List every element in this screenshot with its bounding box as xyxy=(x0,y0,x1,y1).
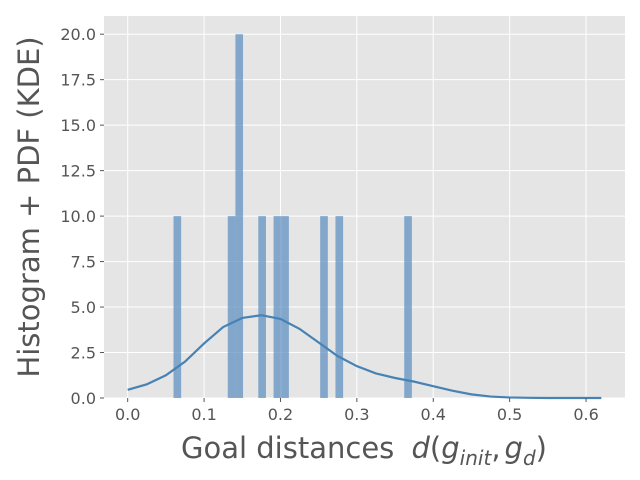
x-axis-math-comma: , xyxy=(491,431,500,465)
y-axis-ticks: 0.0 2.5 5.0 7.5 10.0 12.5 15.0 17.5 20.0 xyxy=(60,25,104,408)
grid-lines xyxy=(104,16,625,399)
x-tick-label: 0.6 xyxy=(573,405,598,424)
y-tick-label: 12.5 xyxy=(60,162,96,181)
y-tick-label: 20.0 xyxy=(60,25,96,44)
plot-background xyxy=(104,16,625,398)
y-tick-label: 17.5 xyxy=(60,71,96,90)
histogram-bar xyxy=(404,216,412,398)
y-tick-label: 15.0 xyxy=(60,116,96,135)
y-tick-label: 7.5 xyxy=(71,253,96,272)
x-axis-ticks: 0.0 0.1 0.2 0.3 0.4 0.5 0.6 xyxy=(115,398,599,424)
x-axis-math-g1: g xyxy=(441,431,459,465)
y-axis-title: Histogram + PDF (KDE) xyxy=(12,36,46,377)
histogram-bar xyxy=(335,216,344,398)
x-tick-label: 0.1 xyxy=(191,405,216,424)
histogram-bar xyxy=(281,216,289,398)
x-axis-math-g2: g xyxy=(505,431,523,465)
histogram-bar xyxy=(258,216,266,398)
histogram-bar xyxy=(320,216,328,398)
x-axis-math-close: ) xyxy=(536,431,547,465)
y-tick-label: 0.0 xyxy=(71,389,96,408)
histogram-bar xyxy=(227,216,236,398)
histogram-bar xyxy=(173,216,182,398)
histogram-bar xyxy=(273,216,282,398)
x-tick-label: 0.4 xyxy=(421,405,446,424)
histogram-bar xyxy=(235,34,244,398)
x-axis-title: Goal distances d(ginit, gd) xyxy=(181,431,547,470)
x-axis-math-sub1: init xyxy=(460,446,493,470)
x-tick-label: 0.2 xyxy=(268,405,293,424)
x-tick-label: 0.5 xyxy=(497,405,522,424)
x-tick-label: 0.3 xyxy=(344,405,369,424)
x-axis-math-sub2: d xyxy=(523,446,536,470)
x-axis-label-text: Goal distances xyxy=(181,431,394,465)
kde-curve xyxy=(127,314,602,400)
x-axis-math-open: ( xyxy=(430,431,441,465)
histogram-bars xyxy=(173,34,412,398)
x-axis-math-d: d xyxy=(412,431,431,465)
y-tick-label: 10.0 xyxy=(60,207,96,226)
x-tick-label: 0.0 xyxy=(115,405,140,424)
y-tick-label: 2.5 xyxy=(71,344,96,363)
y-tick-label: 5.0 xyxy=(71,298,96,317)
